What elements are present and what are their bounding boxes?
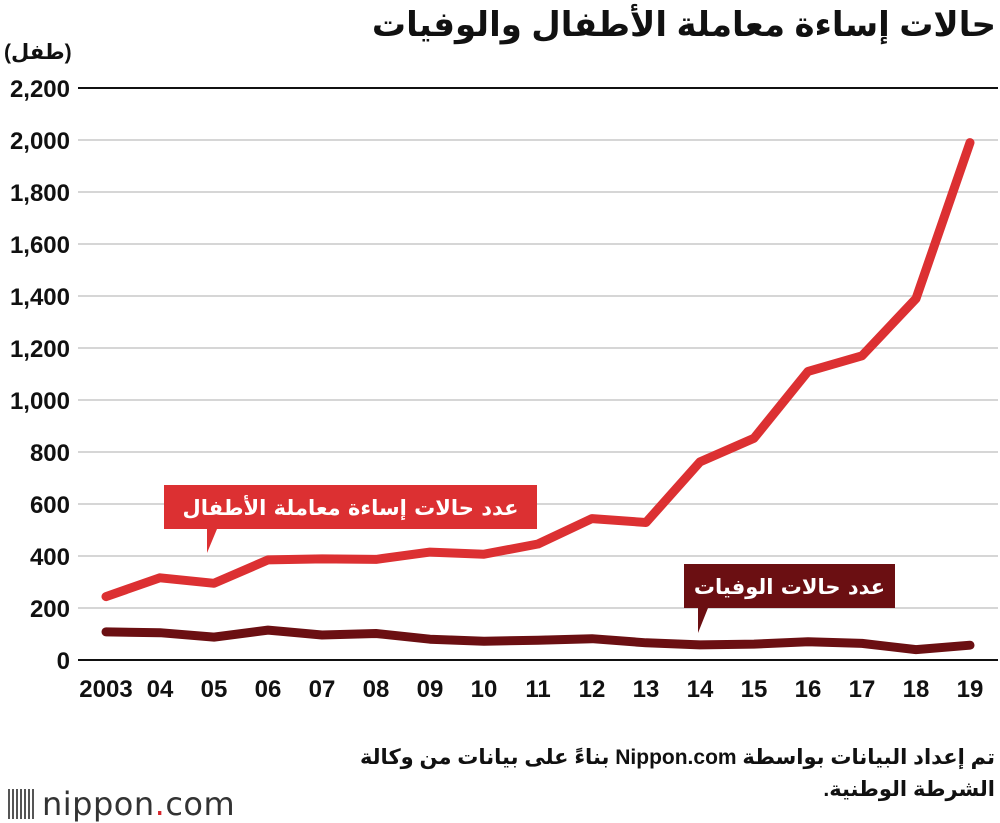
gridlines xyxy=(78,87,998,661)
callout-abuse-series: عدد حالات إساءة معاملة الأطفال xyxy=(164,485,537,553)
x-tick-label: 08 xyxy=(363,676,390,703)
nippon-logo[interactable]: nippon.com xyxy=(8,788,235,820)
x-tick-label: 13 xyxy=(633,676,660,703)
y-tick-label: 1,200 xyxy=(10,336,70,363)
y-tick-labels: 0 200 400 600 800 1,000 1,200 1,400 1,600 1,800 2,… xyxy=(10,76,70,675)
callout-deaths-series: عدد حالات الوفيات xyxy=(684,564,895,633)
y-tick-label: 2,000 xyxy=(10,128,70,155)
chart-title: حالات إساءة معاملة الأطفال والوفيات xyxy=(371,6,996,44)
y-tick-label: 2,200 xyxy=(10,76,70,103)
x-tick-label: 18 xyxy=(903,676,930,703)
series-line-deaths xyxy=(101,625,975,655)
y-tick-label: 200 xyxy=(30,596,70,623)
y-tick-label: 400 xyxy=(30,544,70,571)
y-tick-label: 1,600 xyxy=(10,232,70,259)
x-tick-labels: 2003 04 05 06 07 08 09 10 11 12 13 14 15 16 17 18 19 xyxy=(79,676,983,703)
source-note: تم إعداد البيانات بواسطة Nippon.com بناء… xyxy=(359,746,995,801)
x-tick-label: 2003 xyxy=(79,676,132,703)
logo-dot: . xyxy=(154,785,166,823)
x-tick-label: 16 xyxy=(795,676,822,703)
y-tick-label: 0 xyxy=(57,648,70,675)
x-tick-label: 04 xyxy=(147,676,174,703)
y-tick-label: 1,000 xyxy=(10,388,70,415)
callout-deaths-box xyxy=(684,564,895,633)
y-tick-label: 600 xyxy=(30,492,70,519)
x-tick-label: 15 xyxy=(741,676,768,703)
callout-abuse-label: عدد حالات إساءة معاملة الأطفال xyxy=(182,494,518,520)
x-tick-label: 06 xyxy=(255,676,282,703)
y-axis-unit-label: (طفل) xyxy=(4,41,72,64)
x-tick-label: 07 xyxy=(309,676,336,703)
callout-deaths-label: عدد حالات الوفيات xyxy=(694,575,885,599)
logo-suffix: com xyxy=(165,785,236,823)
nippon-logo-icon xyxy=(8,789,34,819)
x-tick-label: 10 xyxy=(471,676,498,703)
x-tick-label: 12 xyxy=(579,676,606,703)
y-tick-label: 1,800 xyxy=(10,180,70,207)
x-tick-label: 09 xyxy=(417,676,444,703)
y-tick-label: 800 xyxy=(30,440,70,467)
x-tick-label: 05 xyxy=(201,676,228,703)
series-line-abuse xyxy=(101,138,975,602)
x-tick-label: 17 xyxy=(849,676,876,703)
x-tick-label: 14 xyxy=(687,676,714,703)
y-tick-label: 1,400 xyxy=(10,284,70,311)
callout-abuse-box xyxy=(164,485,537,553)
x-tick-label: 11 xyxy=(525,676,550,703)
series-lines xyxy=(101,138,975,655)
logo-text: nippon xyxy=(42,785,155,823)
x-tick-label: 19 xyxy=(957,676,984,703)
